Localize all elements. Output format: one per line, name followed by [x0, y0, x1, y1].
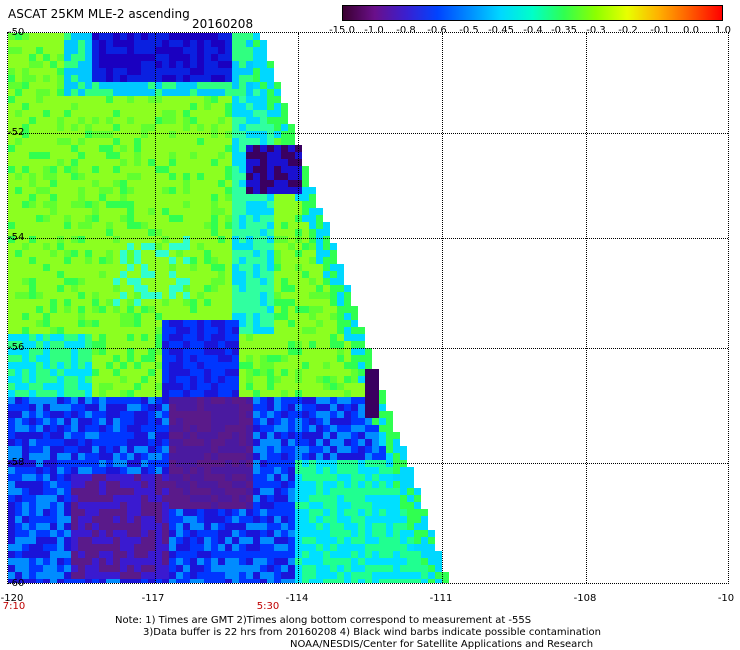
grid-line [8, 133, 728, 134]
colorbar-tick-label: -0.45 [488, 25, 514, 36]
colorbar-tick-label: -0.6 [427, 25, 447, 36]
lon-label: -117 [141, 593, 165, 604]
lon-label: -114 [285, 593, 309, 604]
grid-line [8, 238, 728, 239]
product-date: 20160208 [192, 17, 254, 31]
grid-line [155, 33, 156, 583]
grid-line [8, 463, 728, 464]
colorbar-tick-label: -15.0 [329, 25, 355, 36]
grid-line [442, 33, 443, 583]
lon-label: -120 [0, 593, 24, 604]
swath-map [7, 32, 729, 584]
grid-line [298, 33, 299, 583]
colorbar-tick-label: -1.0 [364, 25, 384, 36]
colorbar-tick-label: -0.35 [551, 25, 577, 36]
lat-label: -58 [8, 457, 25, 468]
colorbar-tick-label: -0.5 [459, 25, 479, 36]
colorbar-tick-label: -0.1 [650, 25, 670, 36]
lat-label: -52 [8, 127, 25, 138]
swath-image [8, 33, 449, 583]
colorbar-tick-label: -0.8 [396, 25, 416, 36]
lat-label: -60 [8, 578, 25, 589]
grid-line [586, 33, 587, 583]
lon-label: -108 [573, 593, 597, 604]
colorbar-tick-label: -0.3 [586, 25, 606, 36]
note-line-1: Note: 1) Times are GMT 2)Times along bot… [115, 615, 532, 626]
lat-label: -50 [8, 27, 25, 38]
colorbar [342, 5, 723, 21]
colorbar-tick-label: 1.0 [715, 25, 731, 36]
time-label: 7:10 [2, 601, 26, 612]
colorbar-tick-label: 0.0 [683, 25, 699, 36]
time-label: 5:30 [256, 601, 280, 612]
lon-label: -10 [717, 593, 735, 604]
colorbar-tick-label: -0.2 [618, 25, 638, 36]
lat-label: -56 [8, 342, 25, 353]
grid-line [8, 348, 728, 349]
colorbar-tick-label: -0.4 [523, 25, 543, 36]
note-line-2: 3)Data buffer is 22 hrs from 20160208 4)… [143, 627, 601, 638]
lat-label: -54 [8, 232, 25, 243]
product-title: ASCAT 25KM MLE-2 ascending [8, 7, 190, 21]
lon-label: -111 [429, 593, 453, 604]
note-line-3: NOAA/NESDIS/Center for Satellite Applica… [290, 639, 594, 650]
